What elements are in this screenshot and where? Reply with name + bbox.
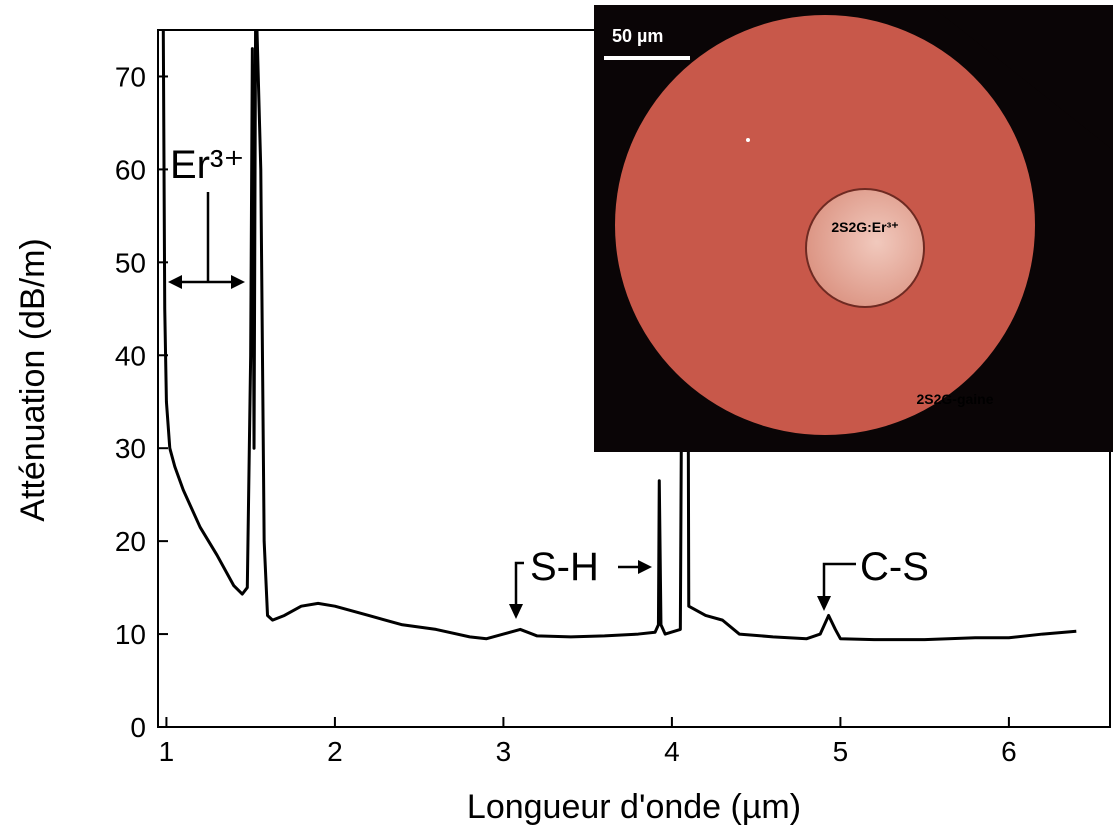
y-tick-label: 40: [115, 340, 146, 371]
plot-area: [161, 30, 1077, 642]
y-tick-label: 30: [115, 433, 146, 464]
annotation-arrow: [817, 562, 856, 611]
scale-bar-label: 50 µm: [612, 26, 663, 46]
annotation-arrow: [168, 192, 245, 289]
annotation: C-S: [860, 545, 929, 589]
y-axis-title: Atténuation (dB/m): [14, 238, 52, 521]
annotation-arrow: [509, 560, 652, 619]
annotation: S-H: [530, 545, 599, 589]
x-tick-label: 1: [159, 736, 175, 767]
inset-label: 2S2G:Er³⁺: [831, 219, 898, 235]
inset-label: 2S2G-gaine: [916, 391, 993, 407]
y-tick-label: 20: [115, 526, 146, 557]
y-tick-label: 50: [115, 247, 146, 278]
annotation: Er³⁺: [170, 143, 244, 187]
x-tick-label: 3: [496, 736, 512, 767]
x-tick-label: 2: [327, 736, 343, 767]
x-axis-title: Longueur d'onde (µm): [467, 788, 801, 826]
ticks: 0 10 20 30 40 50 60 70 1 2 3 4 5 6: [115, 61, 1017, 767]
x-tick-label: 5: [833, 736, 849, 767]
inset-photo: [594, 5, 1113, 452]
x-tick-label: 4: [664, 736, 680, 767]
y-tick-label: 60: [115, 154, 146, 185]
y-tick-label: 70: [115, 61, 146, 92]
x-tick-label: 6: [1001, 736, 1017, 767]
data-line: [161, 30, 1077, 642]
y-tick-label: 10: [115, 619, 146, 650]
y-tick-label: 0: [130, 712, 146, 743]
